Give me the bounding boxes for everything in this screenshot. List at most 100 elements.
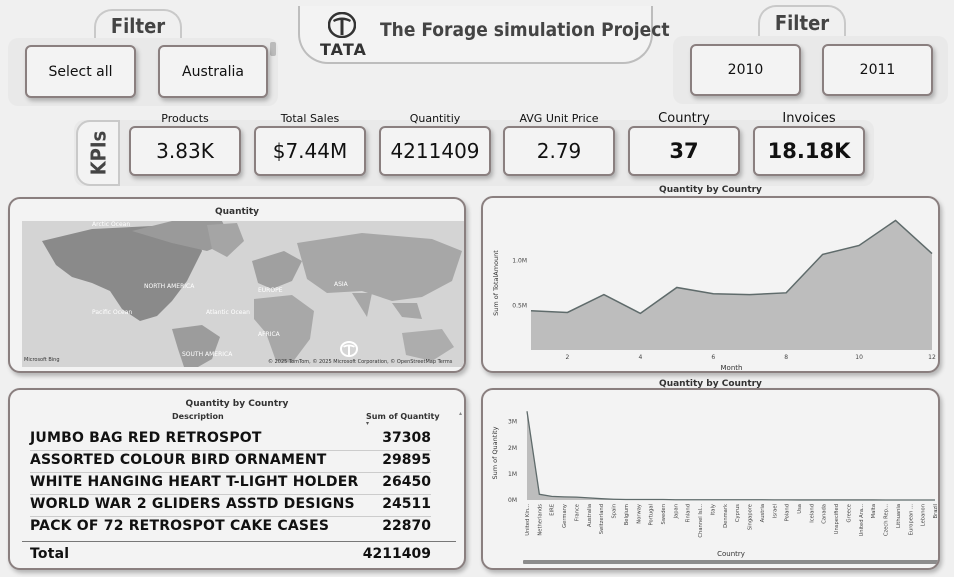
month-y-axis-label: Sum of TotalAmount <box>492 250 500 316</box>
country-x-tick: Spain <box>612 504 618 519</box>
country-x-tick: Sweden <box>661 504 667 525</box>
country-x-tick: European ... <box>908 504 914 536</box>
table-total-row: Total 4211409 <box>30 546 431 562</box>
country-x-tick: Czech Rep... <box>884 504 890 536</box>
country-x-tick: Malta <box>871 504 877 518</box>
australia-button[interactable]: Australia <box>158 45 268 98</box>
kpi-quantity-label: Quantitiy <box>409 112 461 125</box>
top-products-table[interactable]: Quantity by Country Description Sum of Q… <box>8 388 466 570</box>
kpi-quantity-value: 4211409 <box>390 139 480 163</box>
country-area-fill <box>527 411 935 500</box>
table-row: ASSORTED COLOUR BIRD ORNAMENT 29895 <box>30 452 431 468</box>
left-filter-tab: Filter <box>94 9 182 41</box>
year-2010-button[interactable]: 2010 <box>690 44 801 96</box>
year-2011-button[interactable]: 2011 <box>822 44 933 96</box>
country-series-line <box>526 411 936 501</box>
kpi-avg-price-value: 2.79 <box>536 139 582 163</box>
country-x-tick: Portugal <box>649 504 655 525</box>
map-label-africa: AFRICA <box>258 331 280 338</box>
country-x-tick: Norway <box>636 504 642 524</box>
right-filter-tab: Filter <box>758 5 846 39</box>
country-x-tick: Cyprus <box>735 504 741 522</box>
kpi-avg-price-label: AVG Unit Price <box>519 112 599 125</box>
kpi-total-sales-value: $7.44M <box>272 139 348 163</box>
kpi-country-label: Country <box>658 111 710 126</box>
kpi-section-label: KPIs <box>86 130 110 176</box>
country-y-axis-label: Sum of Quantity <box>491 426 499 479</box>
month-y-tick-0.5M: 0.5M <box>512 302 527 309</box>
month-x-tick-12: 12 <box>928 354 936 361</box>
country-x-tick: United Kin... <box>525 504 531 536</box>
map-label-europe: EUROPE <box>258 287 283 294</box>
kpi-avg-price-card: 2.79 <box>503 126 615 176</box>
kpi-invoices-label: Invoices <box>782 111 836 126</box>
kpi-total-sales-label: Total Sales <box>280 112 340 125</box>
month-area-chart: 2 4 6 8 10 12 0.5M 1.0M Month Sum of TotalAmount <box>492 219 936 372</box>
select-all-button[interactable]: Select all <box>25 45 136 98</box>
month-chart-title: Quantity by Country <box>659 185 762 195</box>
kpi-country-card: 37 <box>628 126 740 176</box>
month-y-tick-1.0M: 1.0M <box>512 258 527 265</box>
country-y-tick-3M: 3M <box>508 419 517 426</box>
country-x-tick: Usa <box>797 504 803 514</box>
country-x-tick: Channel Isl... <box>698 504 704 538</box>
country-x-tick: Lebanon <box>921 504 927 526</box>
table-row: PACK OF 72 RETROSPOT CAKE CASES 22870 <box>30 518 431 534</box>
country-x-axis-label: Country <box>717 550 745 558</box>
table-row: WHITE HANGING HEART T-LIGHT HOLDER 26450 <box>30 474 431 490</box>
table-total-label: Total <box>30 546 70 562</box>
country-x-tick: Germany <box>562 504 568 528</box>
sort-descending-icon: ▾ <box>366 420 370 427</box>
table-title: Quantity by Country <box>185 399 289 409</box>
kpi-invoices-card: 18.18K <box>753 126 865 176</box>
map-title: Quantity <box>214 207 260 217</box>
world-map-shapes <box>42 221 462 367</box>
country-x-tick: Switzerland <box>599 504 605 534</box>
table-scroll-up-icon[interactable]: ▴ <box>459 410 463 417</box>
country-y-tick-1M: 1M <box>508 471 517 478</box>
table-header-quantity[interactable]: Sum of Quantity <box>366 412 440 421</box>
country-x-tick: France <box>574 504 580 521</box>
country-x-tick: Finland <box>686 504 692 523</box>
map-bubble-icon <box>340 341 358 357</box>
country-chart-scrollbar <box>523 560 938 564</box>
month-x-tick-2: 2 <box>566 354 570 361</box>
kpi-products-label: Products <box>161 112 209 125</box>
map-attribution[interactable]: © 2025 TomTom, © 2025 Microsoft Corporat… <box>268 359 453 365</box>
table-header-description[interactable]: Description <box>172 412 224 421</box>
country-x-tick: EIRE <box>550 504 556 516</box>
left-filter-title: Filter <box>110 14 166 38</box>
kpi-section-tab: KPIs <box>76 120 120 186</box>
country-x-tick: Australia <box>587 504 593 527</box>
country-x-tick: Japan <box>673 504 679 519</box>
country-x-tick: Canada <box>822 504 828 524</box>
country-y-tick-0M: 0M <box>508 497 517 504</box>
tata-logo-icon <box>328 12 356 38</box>
country-area-chart-visual[interactable]: 0M 1M 2M 3M United Kin... Netherlands EIRE Germ… <box>481 388 940 570</box>
kpi-total-sales-card: $7.44M <box>254 126 366 176</box>
total-divider <box>22 541 456 542</box>
map-canvas[interactable]: Arctic Ocean NORTH AMERICA EUROPE ASIA A… <box>22 221 464 367</box>
country-x-tick: Austria <box>760 504 766 522</box>
month-x-axis-label: Month <box>721 364 743 372</box>
country-x-tick: Poland <box>785 504 791 521</box>
country-x-tick: Greece <box>846 504 852 522</box>
map-label-south-america: SOUTH AMERICA <box>182 351 233 358</box>
row-divider <box>30 450 431 451</box>
country-x-tick: United Ara... <box>859 504 865 537</box>
map-visual[interactable]: Quantity Arctic Ocean NORTH AMERICA EURO… <box>8 197 466 373</box>
country-x-tick: Singapore <box>748 504 754 530</box>
month-area-chart-visual[interactable]: 2 4 6 8 10 12 0.5M 1.0M Month Sum of TotalAmount <box>481 196 940 373</box>
kpi-quantity-card: 4211409 <box>379 126 491 176</box>
right-filter-title: Filter <box>774 11 830 35</box>
month-area-fill <box>531 220 932 350</box>
left-filter-scrollbar[interactable] <box>270 42 276 56</box>
country-x-tick: Israel <box>772 504 778 518</box>
month-x-tick-8: 8 <box>784 354 788 361</box>
country-x-tick: Netherlands <box>537 504 543 536</box>
map-label-north-america: NORTH AMERICA <box>144 283 195 290</box>
country-x-tick: Denmark <box>723 504 729 528</box>
row-divider <box>30 516 431 517</box>
page-title: The Forage simulation Project <box>380 19 670 41</box>
bing-logo: Microsoft Bing <box>24 357 60 363</box>
